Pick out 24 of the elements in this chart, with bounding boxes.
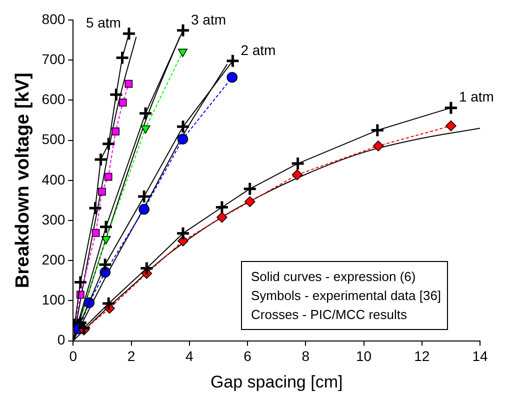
y-tick-label: 800 bbox=[42, 10, 66, 27]
x-tick-label: 2 bbox=[127, 348, 136, 364]
y-tick-label: 400 bbox=[42, 171, 66, 188]
x-axis-title: Gap spacing [cm] bbox=[210, 372, 343, 392]
y-tick-label: 200 bbox=[42, 251, 66, 268]
y-tick-label: 0 bbox=[57, 332, 66, 348]
y-tick-label: 300 bbox=[42, 211, 66, 228]
annotation: 3 atm bbox=[191, 11, 226, 28]
x-tick-label: 8 bbox=[302, 348, 310, 364]
y-tick-label: 600 bbox=[42, 91, 66, 108]
annotation: 1 atm bbox=[458, 88, 494, 105]
y-tick-label: 700 bbox=[42, 50, 66, 67]
x-tick-label: 10 bbox=[356, 348, 372, 364]
annotation: 2 atm bbox=[240, 42, 276, 58]
y-axis-title: Breakdown voltage [kV] bbox=[12, 72, 34, 288]
x-tick-label: 12 bbox=[414, 348, 430, 364]
x-tick-label: 0 bbox=[69, 348, 78, 364]
y-tick-label: 100 bbox=[42, 292, 66, 308]
x-tick-label: 14 bbox=[472, 348, 488, 364]
annotation: Solid curves - expression (6) Symbols - experimental data [36] Crosses - PIC/MCC results bbox=[251, 268, 442, 324]
y-tick-label: 500 bbox=[42, 131, 66, 148]
x-tick-label: 4 bbox=[186, 348, 194, 364]
annotation: 5 atm bbox=[86, 14, 121, 30]
x-tick-label: 6 bbox=[244, 348, 252, 364]
